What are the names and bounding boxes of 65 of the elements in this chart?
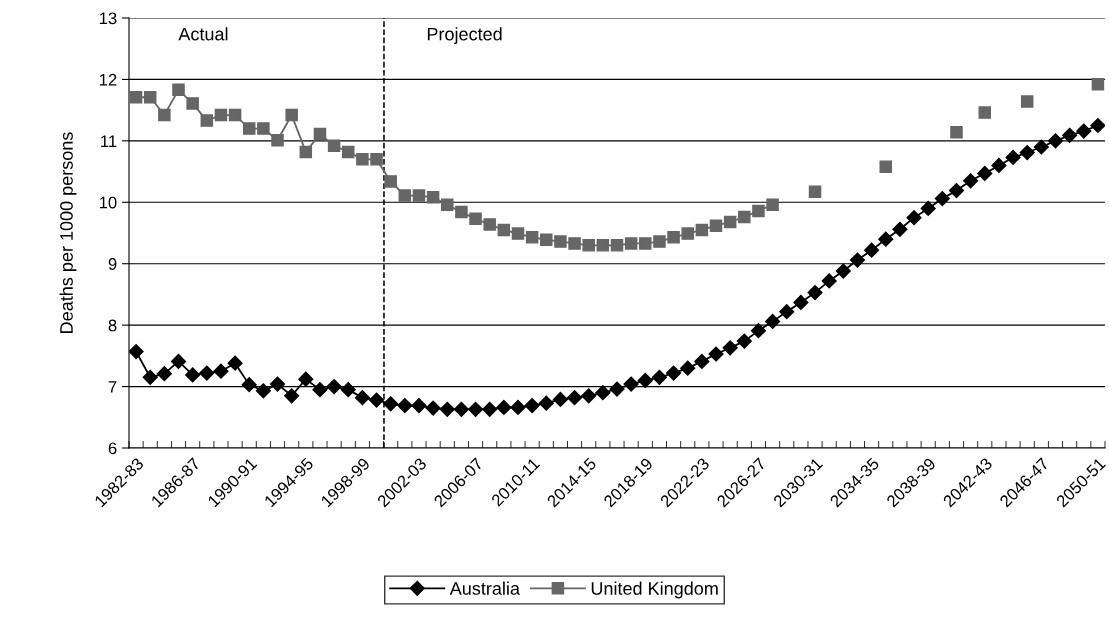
point <box>738 210 751 224</box>
point <box>341 145 355 159</box>
point <box>257 122 270 135</box>
y-tick-label: 12 <box>99 73 117 86</box>
legend-label: Australia <box>449 581 520 595</box>
point <box>370 153 383 166</box>
point <box>426 191 440 204</box>
point <box>158 108 171 122</box>
y-tick-label: 13 <box>99 12 117 25</box>
point <box>511 227 525 240</box>
y-tick-label: 6 <box>108 442 117 455</box>
point <box>978 106 992 119</box>
point <box>596 239 610 252</box>
y-tick-label: 10 <box>99 196 117 209</box>
point <box>483 218 496 231</box>
point <box>808 185 822 199</box>
point <box>285 108 298 122</box>
point <box>242 122 256 135</box>
annotation: Actual <box>178 27 228 41</box>
y-tick-label: 9 <box>108 258 117 270</box>
point <box>172 83 185 97</box>
point <box>639 237 652 250</box>
y-tick-label: 7 <box>108 381 117 393</box>
point <box>200 114 214 127</box>
point <box>752 204 765 218</box>
point <box>441 198 454 211</box>
point <box>766 198 779 211</box>
point <box>327 139 341 153</box>
point <box>214 108 228 122</box>
point <box>950 126 963 139</box>
point <box>610 239 624 252</box>
point <box>384 175 397 188</box>
point <box>624 237 638 250</box>
point <box>681 227 694 240</box>
point <box>398 189 412 202</box>
point <box>568 237 581 250</box>
point <box>497 223 511 237</box>
point <box>469 212 482 226</box>
point <box>299 145 313 159</box>
point <box>879 160 893 173</box>
point <box>554 235 567 248</box>
point <box>582 239 595 252</box>
point <box>143 90 157 104</box>
point <box>313 127 327 141</box>
point <box>653 235 666 248</box>
point <box>412 189 426 202</box>
point <box>1020 95 1034 108</box>
point <box>525 231 539 244</box>
point <box>186 97 199 110</box>
point <box>228 108 242 122</box>
legend-label: United Kingdom <box>591 581 718 599</box>
y-tick-label: 11 <box>101 135 117 147</box>
point <box>271 133 284 147</box>
point <box>129 90 143 104</box>
point <box>695 223 709 237</box>
point <box>709 219 723 232</box>
y-axis-title: Deaths per 1000 persons <box>59 132 77 333</box>
point <box>723 215 737 229</box>
point <box>667 231 680 244</box>
point <box>455 205 468 219</box>
annotation: Projected <box>427 27 502 45</box>
point <box>540 233 553 247</box>
point <box>356 153 369 166</box>
point <box>1091 78 1105 91</box>
y-tick-label: 8 <box>108 319 117 332</box>
